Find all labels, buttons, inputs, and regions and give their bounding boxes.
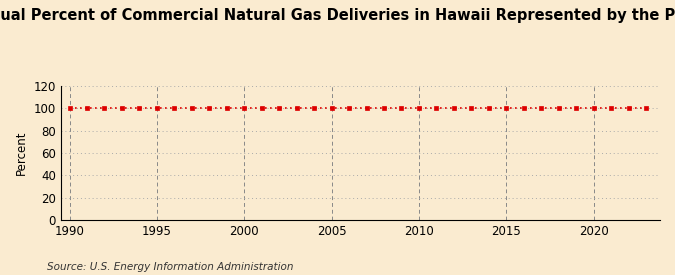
Y-axis label: Percent: Percent [15,131,28,175]
Text: Source: U.S. Energy Information Administration: Source: U.S. Energy Information Administ… [47,262,294,272]
Text: Annual Percent of Commercial Natural Gas Deliveries in Hawaii Represented by the: Annual Percent of Commercial Natural Gas… [0,8,675,23]
